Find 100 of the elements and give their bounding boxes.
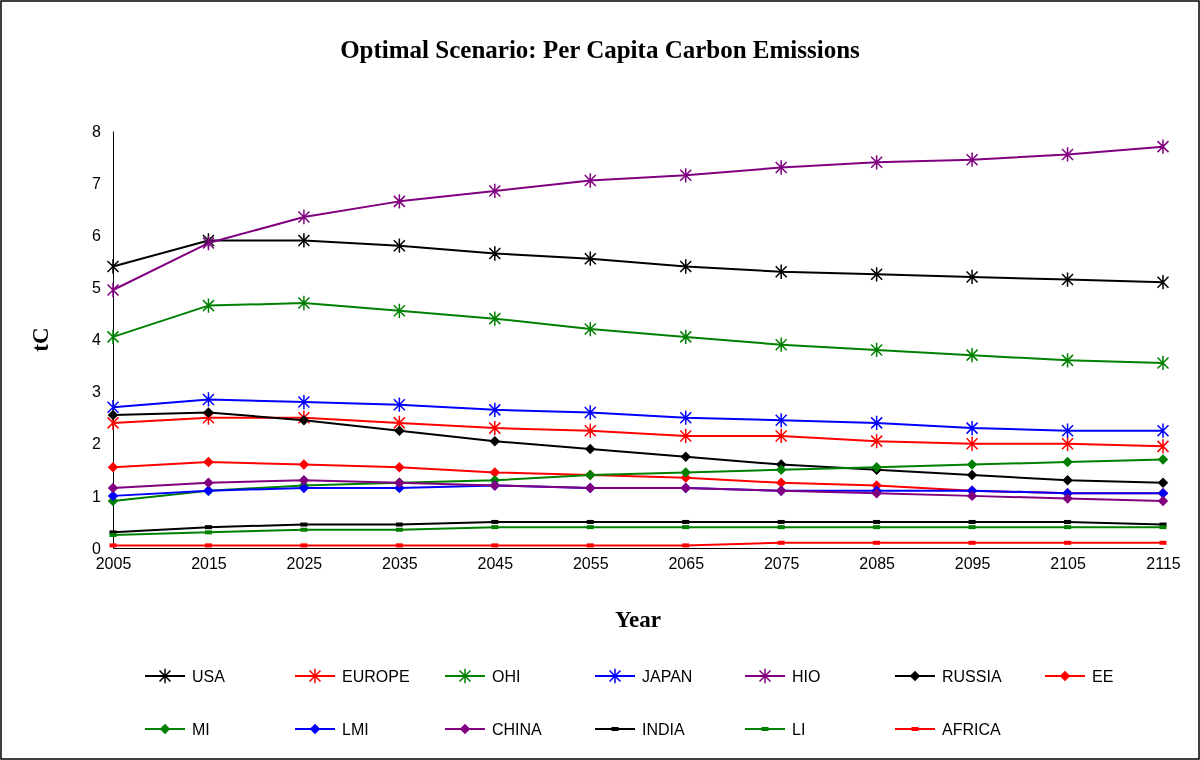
- point: [1156, 138, 1170, 155]
- x-tick-label: 2085: [859, 555, 896, 573]
- point: [107, 461, 119, 473]
- point: [202, 391, 215, 408]
- point: [870, 342, 883, 358]
- legend-label: AFRICA: [942, 721, 1001, 738]
- point: [1156, 274, 1170, 291]
- point: [774, 263, 788, 280]
- legend-label: EUROPE: [342, 668, 410, 685]
- point: [965, 347, 979, 364]
- y-tick-label: 2: [92, 435, 102, 453]
- y-tick-label: 4: [92, 331, 102, 349]
- point: [965, 269, 979, 285]
- legend-label: MI: [192, 721, 210, 738]
- legend-label: LMI: [342, 721, 369, 738]
- point: [1061, 271, 1074, 288]
- point: [1061, 435, 1074, 452]
- point: [488, 245, 502, 262]
- x-tick-label: 2045: [477, 555, 514, 573]
- x-tick-label: 2025: [286, 555, 323, 573]
- point: [870, 266, 883, 283]
- point: [488, 310, 502, 327]
- point: [393, 237, 406, 254]
- point: [393, 415, 406, 431]
- chart-title: Optimal Scenario: Per Capita Carbon Emissions: [340, 36, 861, 63]
- legend-label: HIO: [792, 668, 821, 685]
- legend-label: OHI: [492, 668, 521, 685]
- point: [774, 428, 788, 444]
- point: [965, 151, 979, 168]
- point: [1061, 422, 1074, 439]
- point: [106, 328, 120, 345]
- legend-label: INDIA: [642, 721, 685, 738]
- point: [965, 420, 979, 437]
- point: [107, 409, 119, 421]
- point: [679, 167, 692, 184]
- point: [1157, 477, 1169, 489]
- x-tick-label: 2055: [572, 555, 609, 573]
- point: [965, 435, 979, 452]
- point: [679, 328, 692, 345]
- point: [585, 443, 596, 455]
- point: [1061, 352, 1074, 369]
- point: [298, 459, 310, 470]
- point: [394, 461, 405, 473]
- point: [1062, 493, 1073, 504]
- x-tick-label: 2065: [668, 555, 705, 573]
- point: [966, 469, 978, 481]
- point: [774, 412, 788, 429]
- x-tick-label: 2105: [1050, 555, 1086, 573]
- legend-label: EE: [1092, 668, 1114, 685]
- x-tick-label: 2015: [191, 555, 227, 573]
- legend-label: JAPAN: [642, 668, 693, 685]
- point: [489, 435, 501, 447]
- x-axis-title: Year: [615, 607, 661, 632]
- point: [679, 258, 692, 275]
- point: [774, 159, 788, 176]
- point: [1062, 456, 1073, 468]
- legend-label: CHINA: [492, 721, 543, 738]
- point: [297, 209, 311, 225]
- y-axis-title: tC: [28, 327, 53, 352]
- point: [202, 297, 215, 314]
- point: [106, 399, 120, 416]
- point: [774, 336, 788, 353]
- point: [393, 396, 406, 413]
- point: [1062, 475, 1073, 486]
- point: [106, 415, 120, 431]
- point: [775, 464, 787, 476]
- point: [394, 425, 405, 436]
- point: [584, 404, 597, 421]
- point: [203, 456, 214, 468]
- point: [489, 467, 501, 478]
- point: [297, 232, 311, 249]
- point: [297, 394, 311, 410]
- point: [106, 282, 120, 298]
- point: [1157, 495, 1169, 507]
- y-tick-label: 0: [92, 539, 102, 557]
- point: [203, 407, 214, 418]
- point: [393, 193, 406, 210]
- point: [870, 415, 883, 431]
- point: [488, 401, 502, 418]
- x-tick-label: 2095: [954, 555, 991, 573]
- point: [1061, 146, 1074, 163]
- point: [584, 172, 597, 189]
- y-tick-label: 8: [92, 122, 102, 140]
- y-tick-label: 6: [92, 226, 102, 244]
- point: [870, 433, 883, 450]
- point: [488, 420, 502, 437]
- point: [297, 295, 311, 311]
- point: [870, 154, 883, 171]
- point: [584, 250, 597, 267]
- point: [1157, 454, 1169, 465]
- point: [966, 490, 978, 502]
- point: [203, 477, 214, 489]
- point: [298, 415, 310, 426]
- point: [297, 409, 311, 426]
- x-tick-label: 2005: [95, 555, 132, 573]
- legend-label: USA: [192, 668, 226, 685]
- point: [298, 475, 310, 486]
- point: [393, 302, 406, 319]
- y-tick-label: 7: [92, 174, 102, 192]
- point: [584, 422, 597, 439]
